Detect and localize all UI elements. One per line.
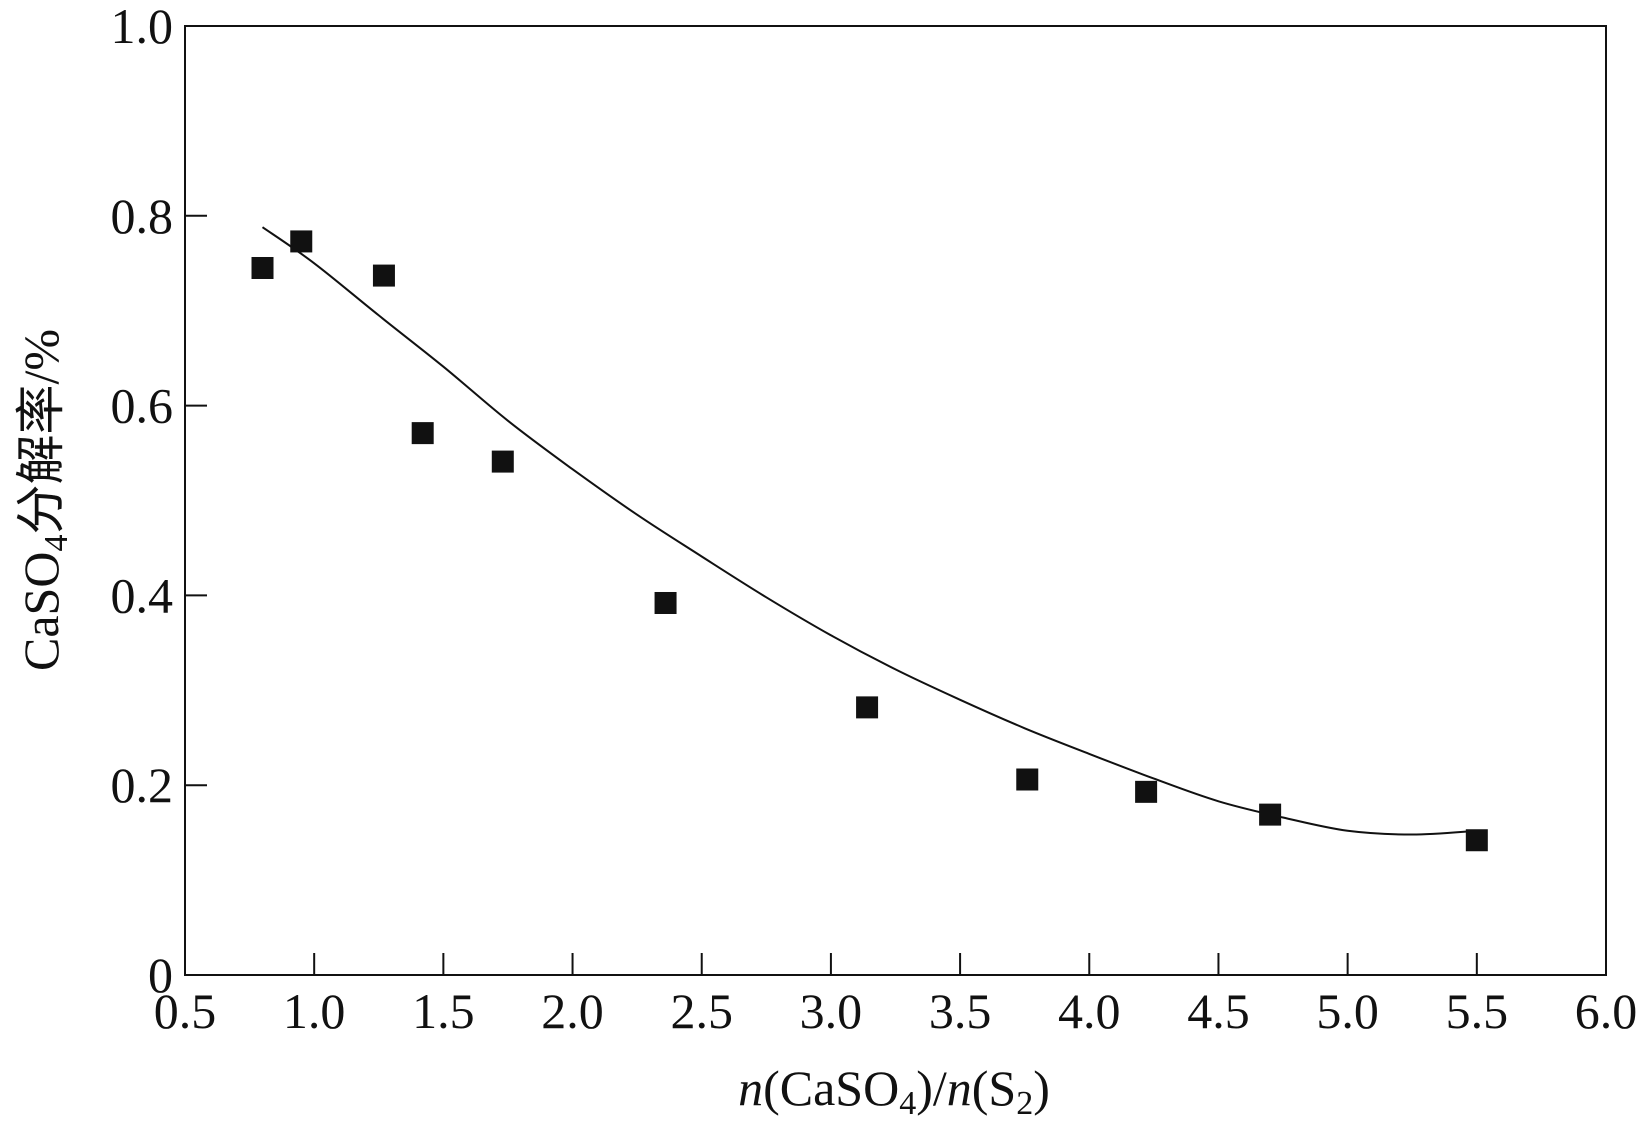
x-tick-label: 5.0 xyxy=(1316,983,1379,1039)
x-tick-label: 6.0 xyxy=(1575,983,1638,1039)
data-point-marker xyxy=(654,591,677,614)
x-tick-label: 1.5 xyxy=(412,983,475,1039)
x-title-sub2: 2 xyxy=(1016,1085,1033,1122)
x-title-sub1: 4 xyxy=(899,1085,916,1122)
x-tick-label: 4.0 xyxy=(1058,983,1121,1039)
x-tick-label: 4.5 xyxy=(1187,983,1250,1039)
fit-curve-line xyxy=(261,226,1477,836)
x-title-open: (CaSO xyxy=(763,1060,899,1116)
data-point-marker xyxy=(1135,780,1158,803)
data-point-marker xyxy=(372,264,395,287)
y-axis-title: CaSO4分解率/% xyxy=(13,329,75,671)
x-title-n2: n xyxy=(947,1060,972,1116)
y-tick-label: 1.0 xyxy=(111,0,174,54)
y-title-sub: 4 xyxy=(38,535,75,552)
y-tick-label: 0.6 xyxy=(111,378,174,434)
x-tick-label: 5.5 xyxy=(1446,983,1509,1039)
x-title-open2: (S xyxy=(972,1060,1016,1116)
data-point-marker xyxy=(290,230,313,253)
x-title-mid: )/ xyxy=(916,1060,947,1116)
data-point-marker xyxy=(491,450,514,473)
data-markers xyxy=(251,230,1488,852)
data-point-marker xyxy=(856,696,879,719)
x-title-close: ) xyxy=(1033,1060,1050,1116)
x-tick-label: 1.0 xyxy=(283,983,346,1039)
y-tick-label: 0.8 xyxy=(111,188,174,244)
y-tick-label: 0.2 xyxy=(111,757,174,813)
y-axis-ticks: 0 0.2 0.4 0.6 0.8 1.0 xyxy=(111,0,207,1003)
data-point-marker xyxy=(411,422,434,445)
x-axis-ticks: 0.5 1.0 1.5 2.0 2.5 3.0 3.5 4.0 4.5 5.0 5.5 6.0 xyxy=(154,953,1638,1039)
data-point-marker xyxy=(1259,803,1282,826)
y-title-main: CaSO xyxy=(13,552,69,671)
x-tick-label: 0.5 xyxy=(154,983,217,1039)
x-tick-label: 2.0 xyxy=(541,983,604,1039)
x-tick-label: 2.5 xyxy=(670,983,733,1039)
data-point-marker xyxy=(1465,829,1488,852)
x-tick-label: 3.0 xyxy=(800,983,863,1039)
plot-frame xyxy=(184,25,1607,976)
data-point-marker xyxy=(1016,768,1039,791)
x-title-n1: n xyxy=(738,1060,763,1116)
y-title-rest: 分解率/% xyxy=(13,329,69,535)
y-tick-label: 0 xyxy=(148,947,173,1003)
y-tick-label: 0.4 xyxy=(111,567,174,623)
data-point-marker xyxy=(251,256,274,279)
x-tick-label: 3.5 xyxy=(929,983,992,1039)
x-axis-title: n(CaSO4)/n(S2) xyxy=(738,1060,1050,1122)
